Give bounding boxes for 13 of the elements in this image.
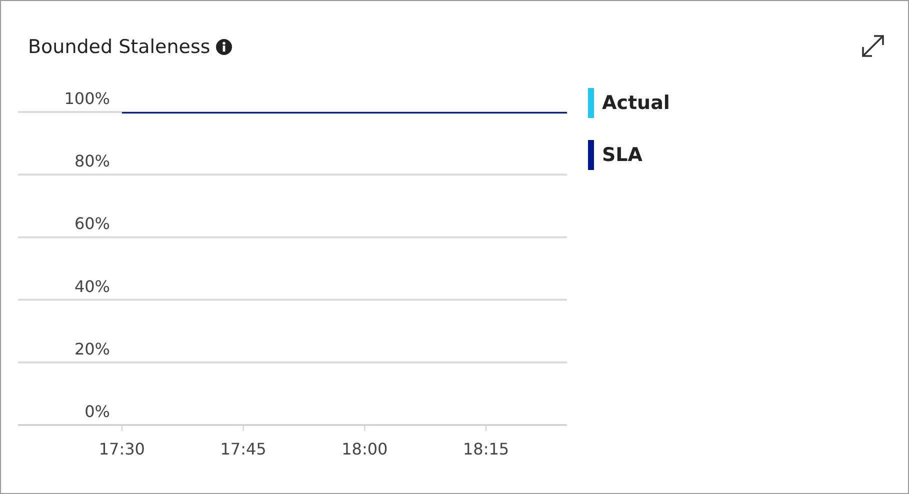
- x-tick-label: 17:45: [220, 439, 266, 458]
- y-tick-label: 0%: [84, 402, 110, 421]
- legend-label: Actual: [602, 92, 670, 114]
- y-tick-label: 40%: [74, 276, 110, 296]
- x-tick-label: 18:15: [463, 439, 510, 458]
- y-tick-label: 80%: [74, 152, 110, 171]
- y-tick-label: 20%: [74, 339, 110, 358]
- chart-title: Bounded Staleness: [28, 36, 210, 58]
- x-tick-label: 17:30: [98, 439, 145, 458]
- y-tick-label: 100%: [64, 89, 110, 108]
- y-tick-label: 60%: [74, 214, 110, 234]
- legend-label: SLA: [602, 144, 642, 166]
- x-tick-label: 18:00: [342, 439, 388, 458]
